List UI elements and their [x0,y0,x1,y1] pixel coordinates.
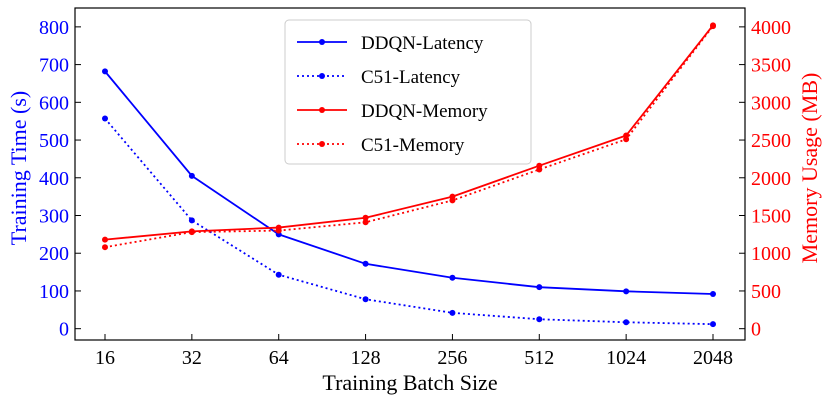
left-tick-label: 600 [39,92,69,114]
data-point-ddqn-latency [188,172,195,179]
right-tick-label: 1000 [751,243,791,265]
data-point-ddqn-latency [623,288,630,295]
left-tick-label: 700 [39,55,69,77]
data-point-c51-latency [188,217,195,224]
x-tick-label: 16 [95,347,115,369]
data-point-c51-latency [449,309,456,316]
left-tick-label: 500 [39,130,69,152]
left-tick-label: 400 [39,168,69,190]
data-point-c51-latency [102,115,108,122]
data-point-c51-memory [710,23,716,30]
data-point-c51-memory [188,229,195,236]
right-tick-label: 4000 [751,17,791,39]
legend-marker-ddqn-latency [319,39,325,45]
data-point-c51-latency [362,296,369,303]
data-point-c51-latency [623,319,630,326]
data-point-ddqn-latency [536,284,543,291]
legend-marker-c51-memory [319,141,325,147]
data-point-ddqn-latency [449,274,456,281]
data-point-ddqn-memory [362,214,369,221]
data-point-c51-memory [362,219,369,226]
data-point-c51-memory [449,197,456,204]
x-tick-label: 512 [524,347,554,369]
x-tick-label: 32 [182,347,202,369]
data-point-ddqn-latency [102,68,108,75]
left-tick-label: 800 [39,17,69,39]
data-point-c51-memory [536,166,543,173]
legend-box [284,19,532,165]
series-line-c51-memory [104,25,714,249]
plot-frame [74,7,746,341]
right-tick-label: 0 [751,319,761,341]
data-point-c51-memory [623,136,630,143]
data-point-c51-latency [275,271,282,278]
legend-marker-ddqn-memory [319,107,325,113]
data-point-c51-memory [102,244,108,251]
left-tick-label: 300 [39,206,69,228]
x-axis-label: Training Batch Size [322,370,497,395]
right-tick-label: 3500 [751,55,791,77]
right-tick-label: 2000 [751,168,791,190]
x-tick-label: 2048 [693,347,733,369]
x-tick-label: 256 [437,347,467,369]
legend-label-c51-memory: C51-Memory [361,135,465,156]
plot-border [74,7,746,341]
data-point-c51-memory [275,227,282,234]
right-y-axis-label: Memory Usage (MB) [797,73,822,264]
series-line-c51-latency [104,117,714,326]
legend-marker-c51-latency [319,73,325,79]
right-tick-label: 1500 [751,206,791,228]
data-point-ddqn-latency [362,260,369,267]
right-tick-label: 500 [751,281,781,303]
x-tick-label: 64 [269,347,289,369]
series-line-ddqn-latency [104,70,714,295]
data-point-ddqn-latency [710,290,716,297]
left-tick-label: 0 [59,319,69,341]
data-point-c51-latency [536,316,543,323]
right-tick-label: 3000 [751,92,791,114]
legend-label-c51-latency: C51-Latency [361,67,461,88]
data-point-ddqn-memory [102,236,108,243]
left-tick-label: 100 [39,281,69,303]
legend-label-ddqn-latency: DDQN-Latency [361,33,484,54]
series-layer [102,22,716,328]
legend-label-ddqn-memory: DDQN-Memory [361,101,488,122]
right-y-axis: 0 500 1000 1500 2000 2500 3000 3500 4000 [739,17,791,341]
legend: DDQN-Latency C51-Latency DDQN-Memory C51-Me… [284,19,532,165]
right-tick-label: 2500 [751,130,791,152]
left-y-axis: 0 100 200 300 400 500 600 700 800 [39,17,81,341]
left-tick-label: 200 [39,243,69,265]
x-axis: 16 32 64 128 256 512 1024 2048 [95,334,733,369]
series-line-ddqn-memory [104,24,714,241]
data-point-c51-latency [710,321,716,328]
x-tick-label: 1024 [606,347,646,369]
left-y-axis-label: Training Time (s) [6,91,31,245]
x-tick-label: 128 [351,347,381,369]
